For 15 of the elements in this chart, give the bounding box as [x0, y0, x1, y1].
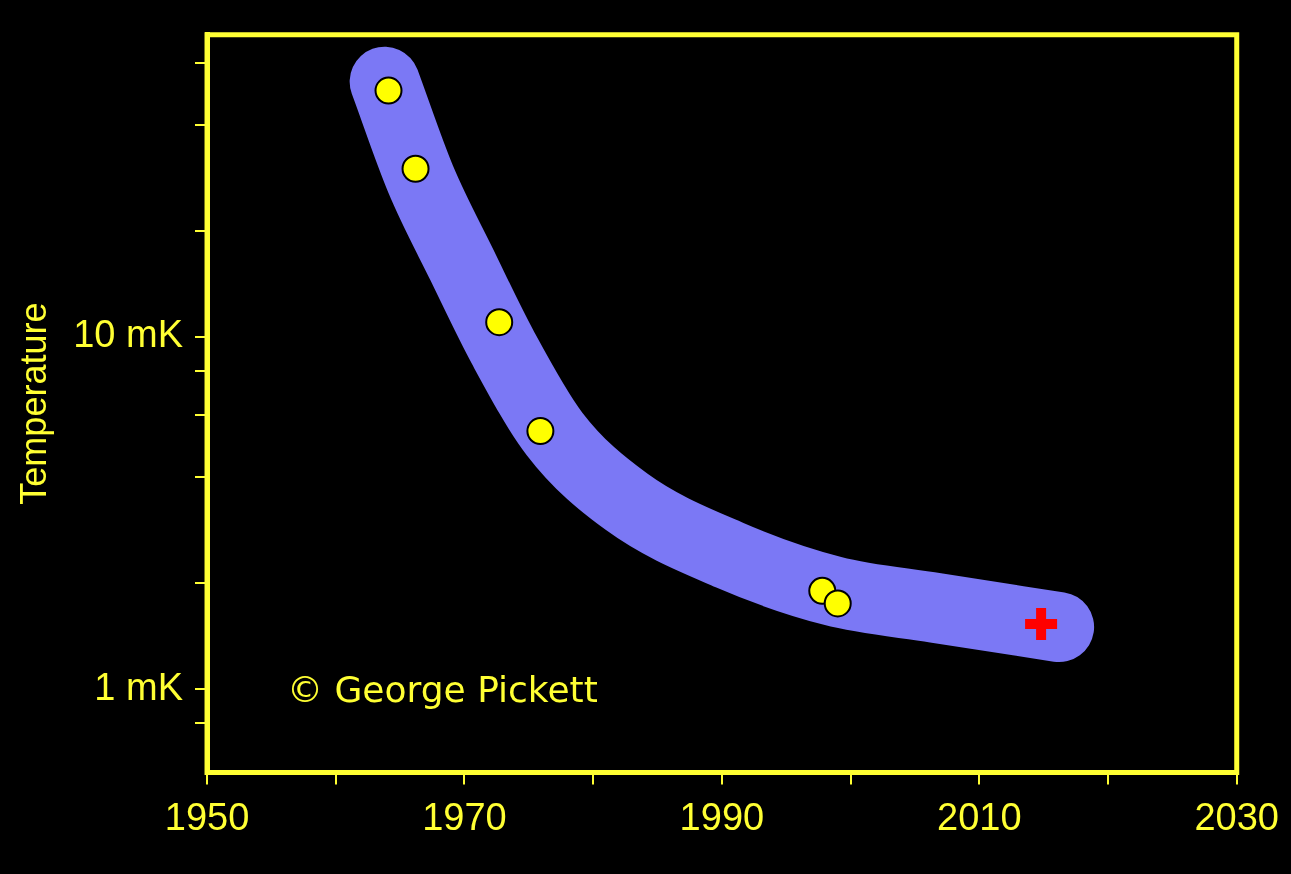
y-tick-label: 10 mK	[73, 313, 184, 356]
point	[1025, 608, 1058, 641]
x-tick-label: 1970	[422, 795, 507, 838]
point	[374, 76, 403, 105]
y-axis-title: Temperature	[12, 302, 54, 505]
point	[526, 417, 555, 446]
x-tick-label: 2030	[1194, 795, 1280, 838]
x-tick-label: 1990	[679, 795, 765, 838]
x-tick-label: 1950	[164, 795, 250, 838]
point	[823, 589, 852, 618]
point	[401, 154, 430, 183]
annotation: © George Pickett	[287, 668, 598, 710]
x-tick-label: 2010	[937, 795, 1022, 838]
y-tick-label: 1 mK	[94, 665, 184, 708]
point	[485, 308, 514, 337]
